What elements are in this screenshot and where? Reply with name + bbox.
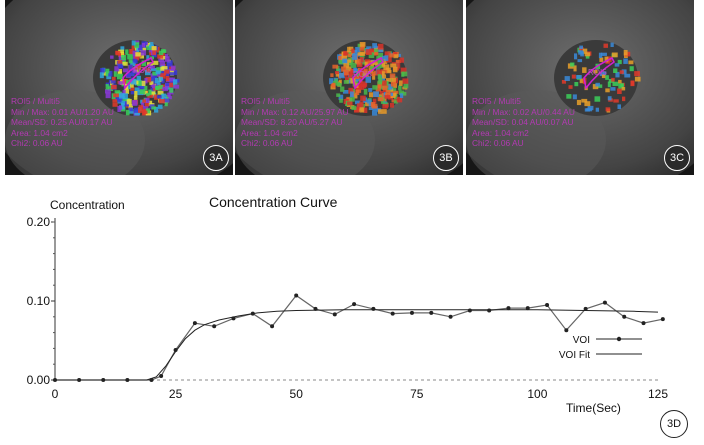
y-tick-label: 0.00 (27, 373, 51, 387)
voi-data-point (409, 310, 414, 315)
panel-badge: 3C (664, 145, 690, 171)
series-voi-line (55, 294, 663, 381)
concentration-curve-chart: Concentration Curve Concentration Time(S… (0, 178, 704, 440)
mri-slice-image (5, 0, 233, 175)
overlay-line: ROI5 / Multi5 (11, 96, 60, 106)
legend-marker (616, 336, 622, 342)
voi-data-point (332, 312, 337, 317)
voi-data-point (270, 324, 275, 329)
voi-data-point (429, 310, 434, 315)
roi-label: ROI5 (353, 70, 372, 79)
mri-slice-image (466, 0, 694, 175)
overlay-line: Area: 1.04 cm2 (241, 127, 298, 138)
voi-data-point (448, 314, 453, 319)
chart-badge: 3D (660, 410, 688, 438)
roi-label: ROI5 (133, 66, 152, 75)
voi-data-point (506, 306, 511, 311)
y-axis-label: Concentration (50, 198, 125, 212)
x-tick-label: 25 (169, 387, 183, 401)
overlay-line: Min / Max: 0.01 AU/1.20 AU (11, 106, 114, 117)
voi-data-point (390, 311, 395, 316)
overlay-line: ROI5 / Multi5 (241, 96, 290, 106)
voi-data-point (467, 308, 472, 313)
overlay-line: Chi2: 0.06 AU (241, 138, 293, 149)
legend-label: VOI (573, 335, 590, 346)
voi-data-point (159, 374, 164, 379)
x-tick-label: 0 (52, 387, 59, 401)
voi-data-point (212, 324, 217, 329)
mri-slice-image (235, 0, 463, 175)
overlay-line: Mean/SD: 0.25 AU/0.17 AU (11, 117, 113, 128)
series-voi-fit-line (55, 309, 659, 381)
overlay-line: ROI5 / Multi5 (472, 96, 521, 106)
voi-data-point (371, 306, 376, 311)
panel-badge: 3B (433, 145, 459, 171)
voi-data-point (641, 321, 646, 326)
voi-data-point (545, 302, 550, 307)
overlay-line: Chi2: 0.06 AU (11, 138, 63, 149)
overlay-stats: ROI5 / Multi5 Min / Max: 0.02 AU/0.44 AU… (472, 96, 575, 149)
overlay-line: Area: 1.04 cm2 (11, 127, 68, 138)
x-tick-label: 75 (410, 387, 424, 401)
chart-svg: Concentration Curve Concentration Time(S… (27, 194, 669, 415)
y-tick-label: 0.20 (27, 215, 51, 229)
voi-data-point (352, 302, 357, 307)
voi-data-point (525, 306, 530, 311)
panel-badge: 3A (203, 145, 229, 171)
roi-label: ROI5 (588, 68, 607, 77)
y-tick-label: 0.10 (27, 294, 51, 308)
overlay-line: Area: 1.04 cm2 (472, 127, 529, 138)
overlay-line: Mean/SD: 0.04 AU/0.07 AU (472, 117, 574, 128)
perfusion-map-panel-3b: ROI5 ROI5 / Multi5 Min / Max: 0.12 AU/25… (235, 0, 463, 175)
x-tick-label: 50 (290, 387, 304, 401)
overlay-line: Chi2: 0.06 AU (472, 138, 524, 149)
perfusion-map-panel-3a: ROI5 ROI5 / Multi5 Min / Max: 0.01 AU/1.… (5, 0, 233, 175)
voi-data-point (564, 328, 569, 333)
voi-data-point (660, 317, 665, 322)
voi-data-point (583, 306, 588, 311)
legend-label: VOI Fit (559, 350, 590, 361)
x-axis-label: Time(Sec) (566, 401, 621, 415)
voi-data-point (622, 314, 627, 319)
overlay-line: Mean/SD: 8.20 AU/5.27 AU (241, 117, 343, 128)
voi-data-point (294, 293, 299, 298)
perfusion-map-panel-3c: ROI5 ROI5 / Multi5 Min / Max: 0.02 AU/0.… (466, 0, 694, 175)
overlay-line: Min / Max: 0.12 AU/25.97 AU (241, 106, 349, 117)
voi-data-point (602, 300, 607, 305)
overlay-line: Min / Max: 0.02 AU/0.44 AU (472, 106, 575, 117)
overlay-stats: ROI5 / Multi5 Min / Max: 0.12 AU/25.97 A… (241, 96, 349, 149)
voi-data-point (192, 321, 197, 326)
chart-title: Concentration Curve (209, 194, 338, 210)
voi-data-point (487, 308, 492, 313)
overlay-stats: ROI5 / Multi5 Min / Max: 0.01 AU/1.20 AU… (11, 96, 114, 149)
x-tick-label: 100 (527, 387, 547, 401)
x-tick-label: 125 (648, 387, 668, 401)
